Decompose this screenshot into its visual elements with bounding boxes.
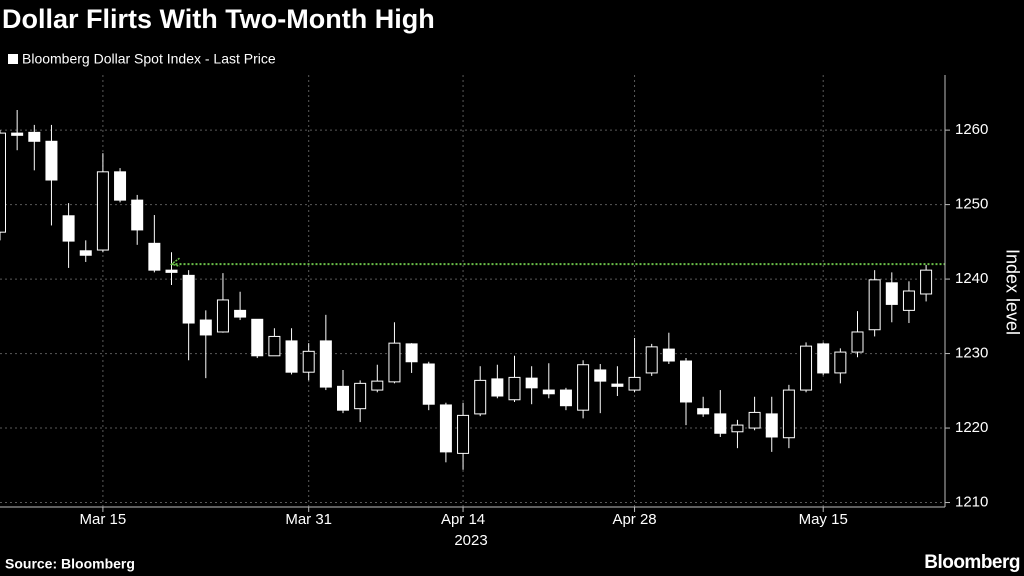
candle-body: [114, 171, 127, 201]
chart-title: Dollar Flirts With Two-Month High: [2, 4, 435, 34]
candle-body: [79, 250, 92, 256]
candle-body: [577, 364, 590, 411]
candle-body: [765, 413, 778, 438]
plot: [0, 110, 945, 470]
candle-body: [731, 424, 744, 433]
candle-body: [851, 331, 864, 353]
legend-label: Bloomberg Dollar Spot Index - Last Price: [22, 51, 276, 67]
candle-body: [834, 351, 847, 374]
grid: [0, 75, 945, 507]
candle-body: [337, 385, 349, 411]
candle-body: [902, 290, 915, 311]
candle-body: [662, 348, 675, 362]
candle-body: [302, 350, 315, 373]
candle-body: [697, 408, 710, 415]
y-tick-label: 1260: [955, 121, 988, 138]
candle-body: [182, 274, 195, 324]
y-tick-label: 1210: [955, 493, 988, 510]
candle-body: [525, 377, 538, 389]
x-tick-label: May 15: [799, 511, 848, 528]
candle-body: [920, 269, 933, 295]
candle-body: [62, 215, 75, 242]
candle-body: [11, 132, 24, 136]
candle-body: [542, 389, 555, 395]
y-tick-label: 1230: [955, 345, 988, 362]
brand: Bloomberg: [924, 552, 1020, 573]
x-tick-label: Mar 31: [285, 511, 332, 528]
candle-body: [0, 132, 6, 233]
x-sublabel: 2023: [454, 532, 487, 549]
candle-body: [508, 376, 521, 401]
candle-body: [748, 411, 761, 429]
candle-body: [885, 282, 898, 305]
candle-body: [199, 319, 212, 336]
x-tick-label: Apr 28: [612, 511, 656, 528]
candle-body: [782, 389, 795, 439]
candle-body: [45, 140, 58, 181]
axes: 1210 1220 1230 1240 1250 1260 Mar 15 Mar 31 Apr …: [80, 121, 989, 528]
candle-body: [28, 131, 41, 142]
candle-body: [96, 171, 109, 251]
x-tick-label: Apr 14: [441, 511, 485, 528]
candle-body: [148, 242, 161, 271]
candle-body: [405, 343, 418, 363]
reference-arrow: [169, 257, 180, 267]
y-tick-label: 1220: [955, 419, 988, 436]
candle-body: [439, 404, 452, 453]
candle-body: [474, 379, 487, 415]
candle-body: [559, 389, 572, 407]
y-tick-label: 1240: [955, 270, 988, 287]
candle-body: [680, 360, 692, 403]
candle-body: [645, 346, 658, 374]
candle-body: [817, 343, 830, 374]
candle-body: [165, 269, 178, 273]
candle-body: [422, 363, 435, 405]
candle-body: [234, 309, 247, 318]
candle-body: [457, 414, 470, 454]
candle-body: [714, 413, 727, 434]
candle-body: [216, 299, 229, 333]
candle-body: [285, 340, 298, 373]
candle-body: [491, 378, 504, 397]
candle-body: [251, 318, 264, 357]
candle-body: [868, 279, 881, 331]
candle-body: [371, 380, 384, 391]
candle-body: [628, 376, 641, 391]
candle-body: [800, 345, 813, 391]
candle-body: [611, 383, 624, 387]
y-axis-title: Index level: [1002, 249, 1022, 335]
legend-swatch: [8, 54, 18, 64]
candle-body: [131, 199, 144, 231]
candle-body: [594, 369, 607, 382]
candle-body: [268, 335, 281, 357]
candle-body: [388, 342, 401, 383]
candle-body: [319, 340, 332, 388]
source: Source: Bloomberg: [5, 556, 135, 572]
candle-body: [354, 382, 367, 410]
x-tick-label: Mar 15: [80, 511, 127, 528]
y-tick-label: 1250: [955, 196, 988, 213]
